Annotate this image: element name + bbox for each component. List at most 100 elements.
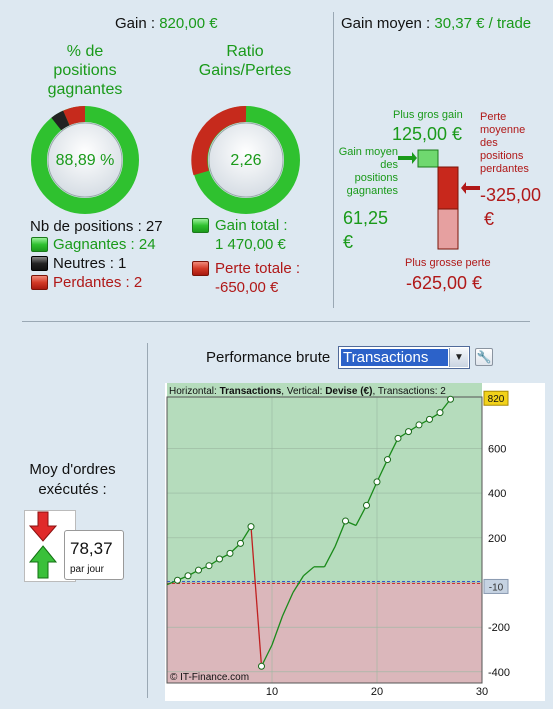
series-segment [376, 459, 389, 483]
series-segment [281, 592, 294, 617]
ratio-donut: 2,26 [191, 105, 300, 214]
series-segment [386, 438, 399, 460]
data-point [394, 434, 402, 442]
win-pct-title-line: positions [53, 62, 117, 79]
last-value-badge-bg [483, 390, 509, 406]
win-pct-value: 88,89 % [56, 152, 115, 169]
orders-value: 78,37 [70, 539, 113, 558]
avg-loss-value-line: -325,00 [480, 185, 542, 205]
down-arrow-icon [28, 511, 58, 542]
loss-total-icon [192, 261, 209, 276]
series-segment [303, 566, 315, 577]
zero-badge: -10 [489, 582, 504, 593]
avg-loss-line: perdantes [480, 163, 529, 175]
data-point [216, 555, 223, 563]
avg-loss-line: Perte [480, 111, 507, 123]
wrench-icon[interactable]: 🔧 [475, 348, 493, 366]
chart-copyright: © IT-Finance.com [170, 672, 249, 683]
y-tick-label: 400 [488, 488, 506, 500]
series-segment [355, 505, 368, 526]
x-tick-label: 10 [266, 686, 278, 698]
data-point [405, 428, 412, 436]
winning-icon [31, 237, 48, 252]
chart-header-part: Horizontal: [169, 386, 220, 397]
win-pct-title-line: % de [66, 43, 104, 60]
avg-gain-summary: Gain moyen : 30,37 € / trade [341, 15, 532, 32]
data-point [195, 566, 202, 574]
avg-gain-winning-label: Gain moyen des positions gagnantes [338, 146, 398, 198]
orders-card: 78,37 par jour [64, 530, 124, 580]
up-arrow-icon [28, 545, 58, 579]
neutral-icon [31, 256, 48, 271]
zero-badge-bg [483, 578, 509, 594]
orders-arrows-icon [28, 511, 58, 579]
performance-mode-select[interactable]: Transactions ▼ [338, 346, 470, 369]
avg-gain-winning-value: 61,25 € [343, 206, 388, 254]
series-segment [292, 575, 305, 593]
avg-gain-winning-value-line: 61,25 [343, 208, 389, 228]
horizontal-separator [22, 321, 530, 322]
avg-gain-label: Gain moyen [341, 15, 422, 32]
biggest-loss-bar [437, 208, 459, 250]
avg-gain-bar [417, 149, 439, 168]
loss-total-value: -650,00 € [215, 279, 279, 296]
positions-count: Nb de positions : 27 [30, 218, 163, 235]
y-tick-label: -400 [488, 667, 510, 679]
performance-label: Performance brute [206, 349, 331, 366]
gain-total-icon [192, 218, 209, 233]
avg-gain-arrow-icon [398, 152, 417, 164]
chevron-down-icon[interactable]: ▼ [449, 348, 468, 367]
vertical-separator-bottom [147, 343, 148, 698]
avg-gain-winning-line: gagnantes [346, 185, 398, 197]
biggest-loss-label: Plus grosse perte [405, 257, 491, 269]
biggest-gain-label: Plus gros gain [393, 109, 463, 121]
extremes-bar-graphic [398, 149, 480, 250]
avg-loss-line: moyenne [480, 124, 526, 136]
series-segment [271, 615, 284, 646]
avg-loss-bar [437, 166, 459, 210]
win-pct-donut: 88,89 % [31, 106, 139, 214]
performance-mode-selected: Transactions [341, 349, 448, 366]
chart-header-part: , Vertical: [281, 386, 325, 397]
data-point [447, 395, 454, 403]
data-point [247, 523, 255, 531]
losing-icon [31, 275, 48, 290]
plot-frame [166, 396, 483, 684]
gain-summary: Gain : 820,00 € [115, 15, 218, 32]
ratio-title: Ratio Gains/Pertes [185, 42, 305, 80]
series-segment [365, 481, 378, 506]
data-point [184, 572, 192, 580]
data-point [174, 576, 181, 584]
ratio-red-segment [191, 105, 247, 176]
data-point [226, 549, 234, 557]
data-point [436, 409, 444, 417]
avg-loss-line: positions [480, 150, 524, 162]
data-point [373, 478, 381, 486]
orders-label-line: exécutés : [38, 481, 107, 498]
winning-label: Gagnantes : 24 [53, 236, 156, 253]
avg-gain-winning-line: des [380, 159, 398, 171]
gain-value: 820,00 € [159, 15, 218, 32]
donut-dark-segment [51, 110, 70, 131]
x-tick-label: 20 [371, 686, 383, 698]
loss-total-label: Perte totale : [215, 260, 301, 277]
ratio-value: 2,26 [230, 152, 261, 169]
positive-area [167, 397, 482, 583]
avg-loss-value: -325,00 € [480, 183, 553, 231]
vertical-separator-top [333, 12, 334, 308]
avg-gain-winning-value-line: € [343, 232, 354, 252]
y-tick-label: -200 [488, 622, 510, 634]
avg-loss-label: Perte moyenne des positions perdantes [480, 111, 529, 176]
avg-gain-value: 30,37 € / trade [434, 15, 532, 32]
data-point [237, 539, 244, 547]
biggest-loss-value: -625,00 € [406, 273, 483, 293]
neutral-label: Neutres : 1 [53, 255, 127, 272]
orders-unit: par jour [70, 564, 104, 575]
chart-header-strip [167, 383, 482, 397]
avg-loss-value-line: € [484, 209, 495, 229]
data-point [426, 415, 433, 423]
series-segment [323, 546, 336, 568]
chart-header-part: Devise (€) [325, 386, 372, 397]
data-point [415, 421, 423, 429]
series-segment [250, 526, 263, 667]
